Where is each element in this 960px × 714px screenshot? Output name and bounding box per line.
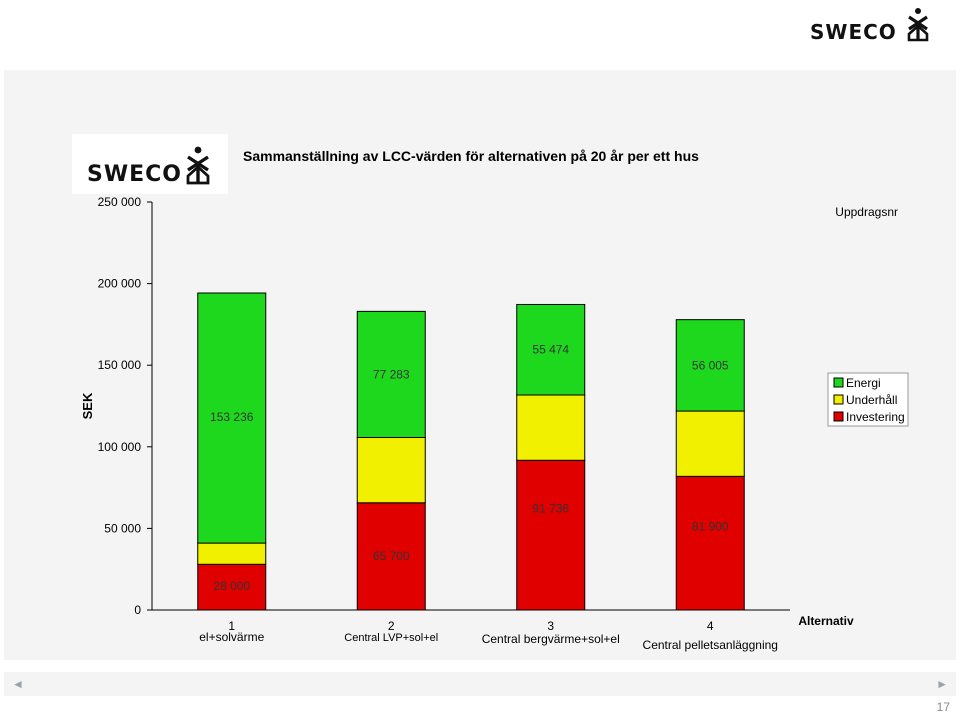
y-tick-label: 250 000 bbox=[98, 195, 142, 209]
data-label-investering: 81 900 bbox=[692, 519, 729, 533]
chart-subtitle: Uppdragsnr bbox=[835, 205, 898, 219]
bar-investering-1 bbox=[197, 563, 267, 611]
x-tick-label: 1 bbox=[228, 619, 235, 633]
y-tick-label: 0 bbox=[134, 603, 141, 617]
bar-investering-3 bbox=[516, 459, 586, 611]
bar-energi-4 bbox=[675, 319, 745, 412]
x-axis-label: Alternativ bbox=[798, 614, 854, 628]
y-tick-label: 50 000 bbox=[104, 521, 141, 535]
legend-swatch bbox=[833, 377, 844, 388]
legend-swatch bbox=[833, 411, 844, 422]
bar-underhall-4 bbox=[675, 410, 745, 477]
y-tick-label: 100 000 bbox=[98, 440, 142, 454]
data-label-investering: 28 000 bbox=[213, 579, 250, 593]
legend-label: Energi bbox=[846, 376, 881, 390]
sweco-logo-chart: SWECO bbox=[72, 134, 228, 194]
sweco-emblem-icon bbox=[186, 146, 210, 185]
y-tick-label: 200 000 bbox=[98, 277, 142, 291]
sweco-logo-top: SWECO bbox=[808, 4, 938, 51]
legend-label: Investering bbox=[846, 410, 905, 424]
category-name: Central bergvärme+sol+el bbox=[482, 632, 620, 646]
page-number: 17 bbox=[936, 700, 950, 714]
data-label-investering: 65 700 bbox=[373, 549, 410, 563]
x-tick-label: 4 bbox=[707, 619, 714, 633]
y-tick-label: 150 000 bbox=[98, 358, 142, 372]
bar-energi-1 bbox=[197, 292, 267, 544]
data-label-energi: 56 005 bbox=[692, 359, 729, 373]
bar-energi-2 bbox=[356, 310, 426, 438]
legend-label: Underhåll bbox=[846, 393, 897, 407]
bar-underhall-2 bbox=[356, 436, 426, 504]
category-name: el+solvärme bbox=[199, 630, 264, 644]
y-axis-label: SEK bbox=[80, 392, 95, 419]
chart-title: Sammanställning av LCC-värden för altern… bbox=[243, 148, 699, 164]
x-tick-label: 3 bbox=[547, 619, 554, 633]
bar-underhall-3 bbox=[516, 394, 586, 461]
sweco-emblem-icon bbox=[907, 8, 929, 42]
data-label-energi: 55 474 bbox=[532, 342, 569, 356]
prev-slide-arrow-icon[interactable]: ◄ bbox=[12, 677, 24, 691]
legend-swatch bbox=[833, 394, 844, 405]
data-label-investering: 91 736 bbox=[532, 501, 569, 515]
logo-text: SWECO bbox=[810, 20, 897, 44]
next-slide-arrow-icon[interactable]: ► bbox=[936, 677, 948, 691]
data-label-energi: 77 283 bbox=[373, 367, 410, 381]
bar-underhall-1 bbox=[197, 542, 267, 565]
bar-energi-3 bbox=[516, 303, 586, 396]
data-label-energi: 153 236 bbox=[210, 410, 254, 424]
bar-investering-4 bbox=[675, 475, 745, 611]
category-name: Central LVP+sol+el bbox=[344, 632, 438, 644]
x-tick-label: 2 bbox=[388, 619, 395, 633]
category-name: Central pelletsanläggning bbox=[643, 638, 778, 652]
slide-nav-bar: ◄ ► bbox=[4, 672, 956, 696]
logo-text: SWECO bbox=[87, 162, 182, 187]
